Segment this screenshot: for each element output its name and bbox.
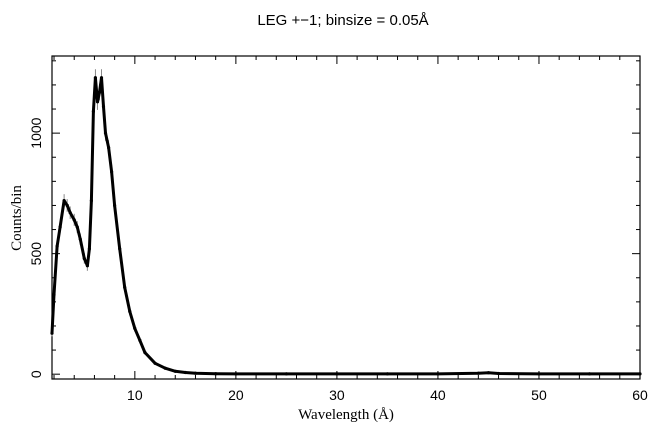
data-point bbox=[91, 109, 95, 113]
y-axis-ticks: 0 500 1000 bbox=[28, 60, 640, 378]
data-point bbox=[436, 372, 440, 376]
data-point bbox=[101, 105, 106, 109]
data-point bbox=[50, 331, 54, 335]
data-point bbox=[193, 371, 198, 375]
data-point bbox=[128, 309, 132, 314]
x-tick-label: 20 bbox=[228, 387, 244, 403]
spectrum-line bbox=[50, 76, 640, 376]
x-tick-label: 40 bbox=[430, 387, 446, 403]
data-point bbox=[183, 370, 187, 375]
data-point bbox=[163, 366, 167, 370]
x-axis-ticks: 10 20 30 40 50 60 bbox=[53, 56, 648, 403]
data-point bbox=[123, 285, 127, 289]
data-point bbox=[587, 372, 592, 376]
data-point bbox=[75, 225, 79, 229]
data-point bbox=[78, 237, 82, 241]
chart-title: LEG +−1; binsize = 0.05Å bbox=[257, 12, 428, 29]
y-tick-label: 500 bbox=[28, 242, 44, 266]
data-point bbox=[335, 372, 339, 376]
y-tick-label: 0 bbox=[28, 370, 44, 378]
x-axis-label: Wavelength (Å) bbox=[298, 407, 394, 423]
data-point bbox=[82, 256, 86, 261]
data-point bbox=[68, 211, 72, 215]
data-point bbox=[52, 293, 56, 297]
data-point bbox=[113, 203, 117, 207]
x-tick-label: 10 bbox=[127, 387, 143, 403]
data-point bbox=[173, 369, 177, 373]
data-point bbox=[103, 131, 108, 135]
data-point bbox=[133, 326, 137, 330]
x-tick-label: 50 bbox=[531, 387, 547, 403]
y-tick-label: 1000 bbox=[28, 117, 44, 148]
data-point bbox=[62, 199, 66, 203]
data-point bbox=[107, 146, 111, 150]
data-point bbox=[87, 247, 91, 251]
data-point bbox=[89, 199, 93, 203]
data-point bbox=[153, 361, 157, 365]
data-point bbox=[385, 372, 389, 376]
data-point bbox=[110, 170, 114, 174]
data-point bbox=[537, 372, 541, 376]
data-point bbox=[476, 371, 480, 375]
data-point bbox=[85, 264, 89, 268]
data-point bbox=[143, 350, 147, 355]
y-axis-label: Counts/bin bbox=[9, 185, 25, 251]
data-point bbox=[486, 371, 491, 375]
data-point bbox=[72, 218, 76, 222]
data-point bbox=[118, 247, 122, 251]
data-point bbox=[58, 225, 62, 229]
data-point bbox=[234, 372, 238, 376]
data-point bbox=[55, 244, 59, 248]
data-point bbox=[138, 338, 142, 342]
data-point bbox=[497, 371, 501, 376]
x-tick-label: 30 bbox=[329, 387, 345, 403]
data-point bbox=[214, 372, 218, 376]
series-layer bbox=[50, 69, 642, 376]
data-point bbox=[65, 203, 69, 207]
data-point bbox=[95, 100, 100, 104]
data-point bbox=[93, 76, 97, 80]
x-tick-label: 60 bbox=[632, 387, 648, 403]
data-point bbox=[284, 372, 288, 376]
data-point bbox=[97, 90, 102, 94]
data-point bbox=[638, 372, 642, 376]
data-point bbox=[99, 76, 104, 80]
plot-frame bbox=[51, 55, 641, 380]
